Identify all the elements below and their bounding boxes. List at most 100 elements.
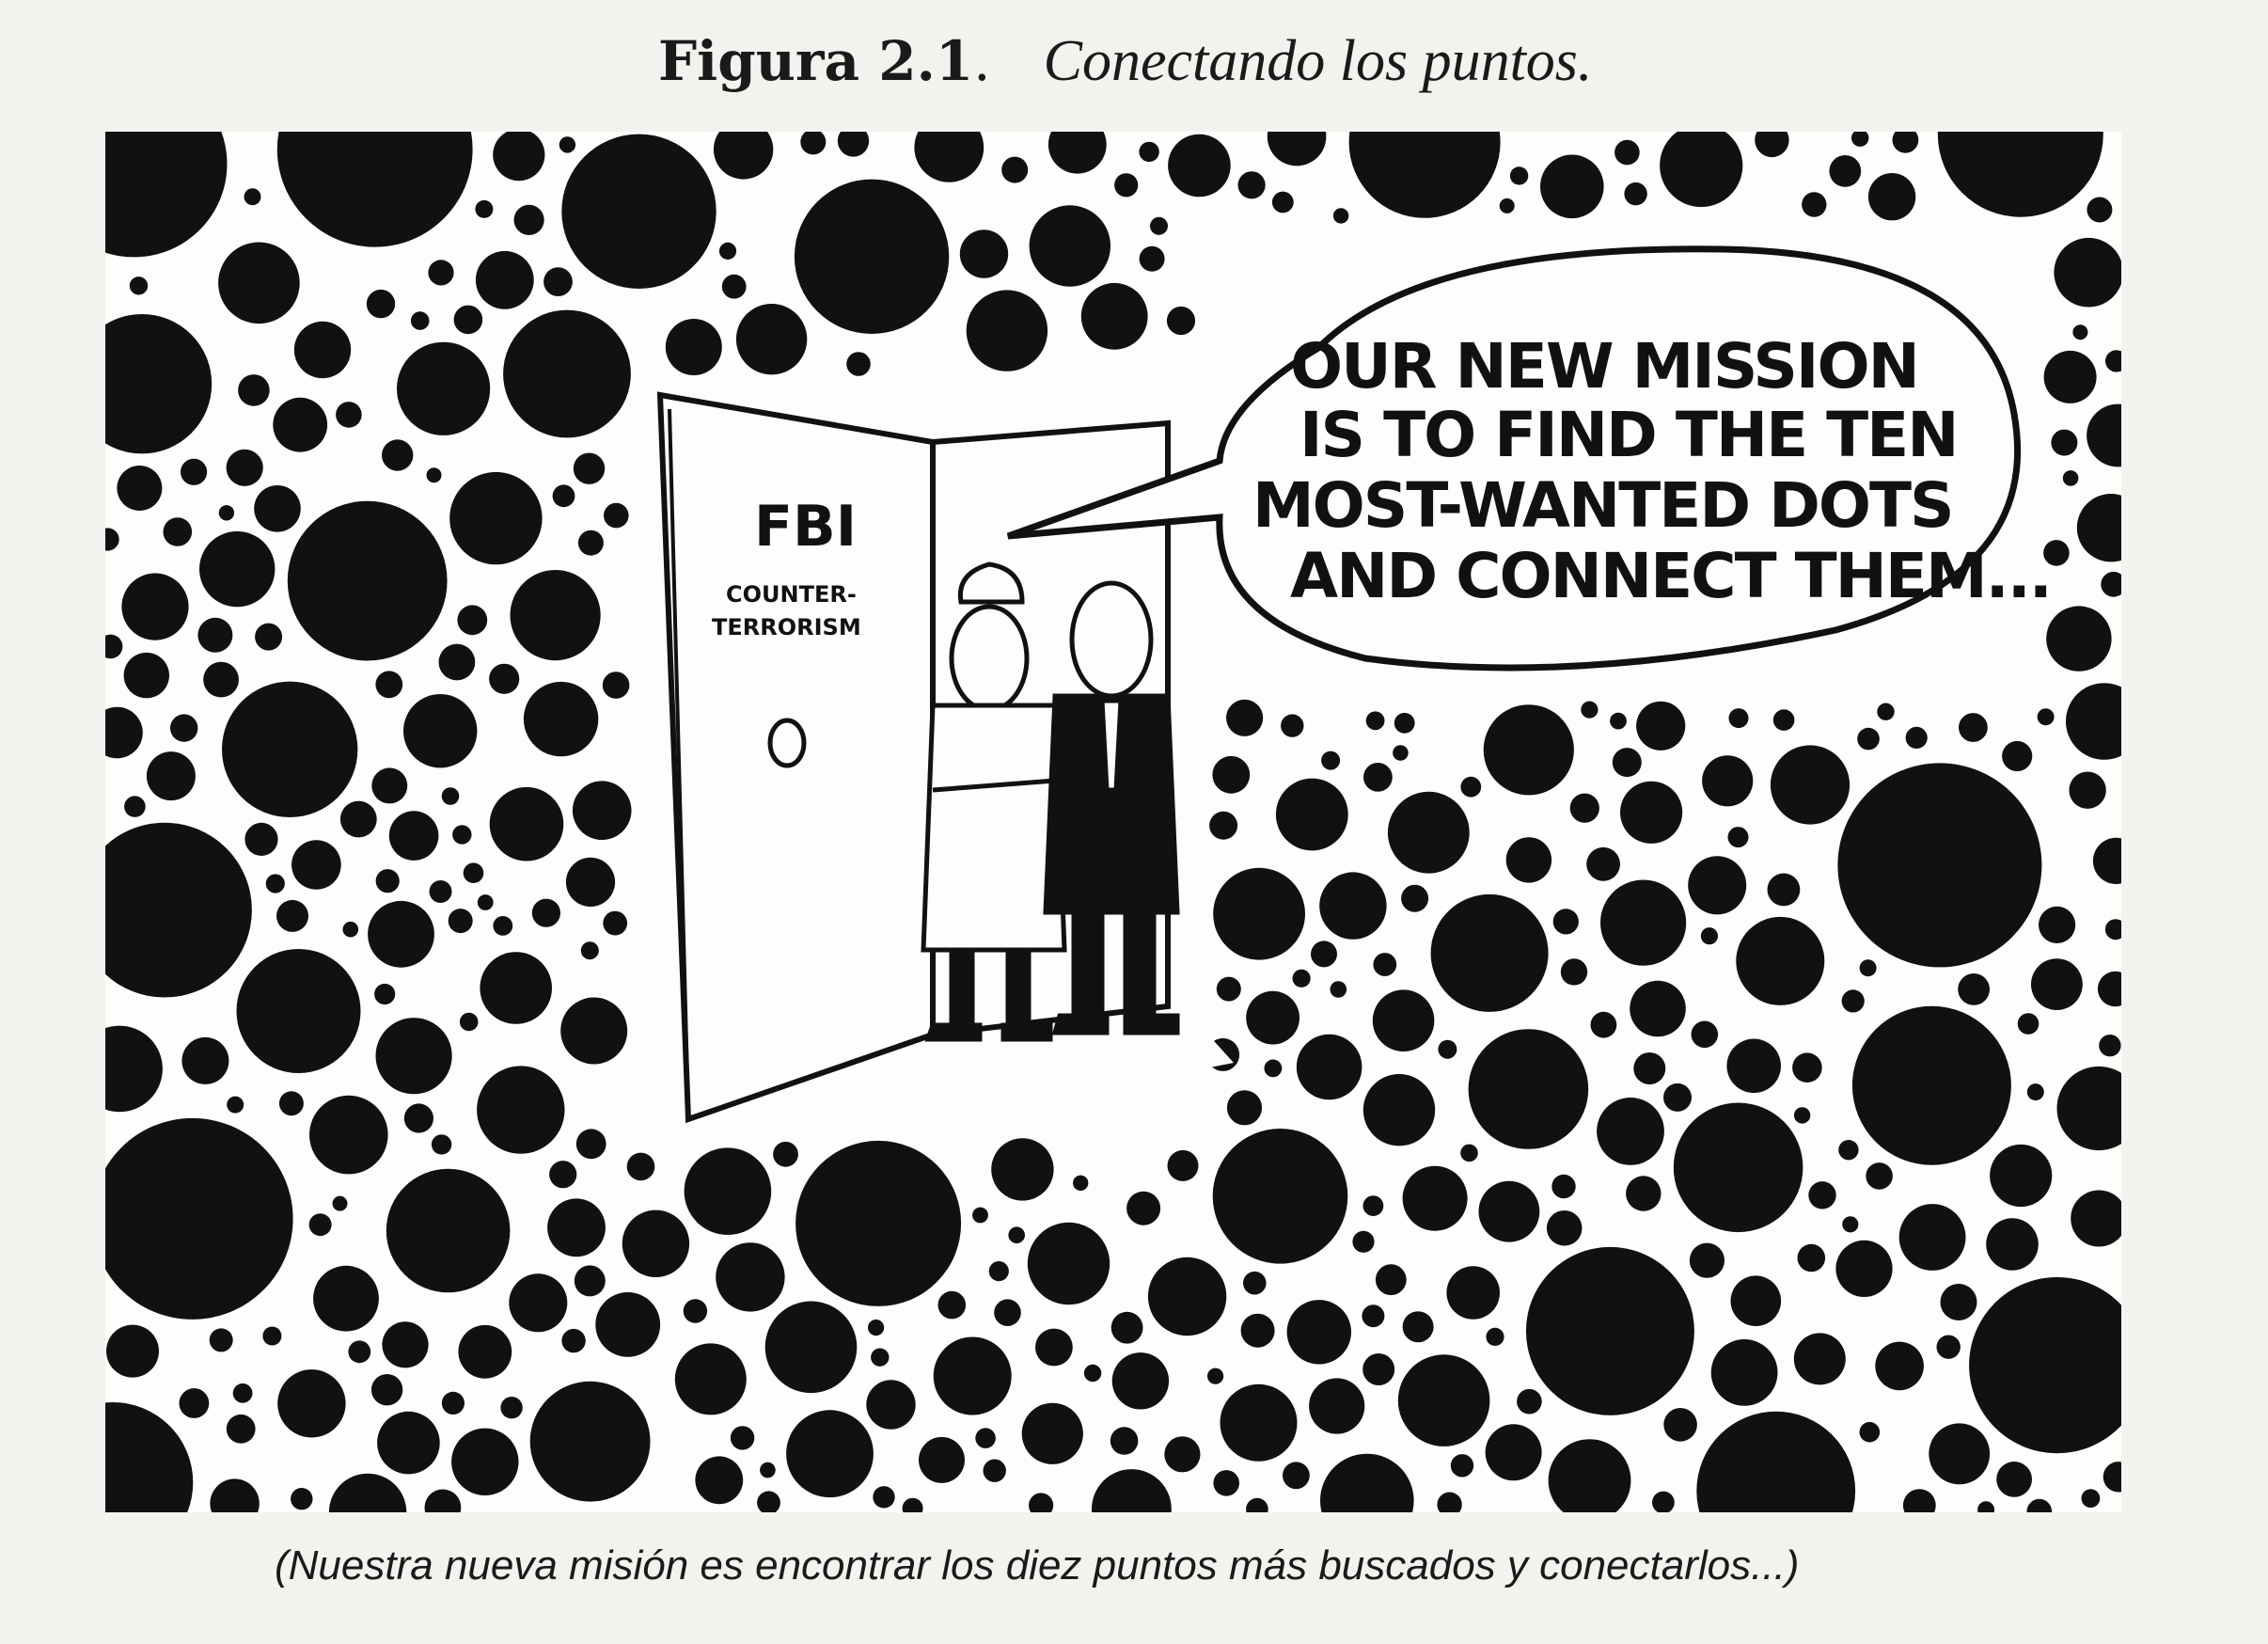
dot — [1792, 1052, 1822, 1083]
dot — [500, 1397, 523, 1419]
dot — [1958, 973, 1990, 1005]
dot — [244, 822, 278, 857]
dot — [1597, 1098, 1664, 1165]
agent-shoe-right — [1000, 1022, 1053, 1042]
dot — [170, 714, 198, 742]
dot — [489, 663, 520, 694]
dot — [795, 1140, 962, 1306]
dot — [453, 305, 483, 335]
dot — [1226, 699, 1264, 736]
agent-leg-left — [949, 947, 975, 1028]
dot — [1560, 958, 1588, 986]
dot — [1246, 1497, 1268, 1512]
dot — [559, 136, 576, 153]
dot — [1700, 927, 1718, 945]
dot — [1110, 1427, 1139, 1455]
dot — [1243, 1271, 1267, 1295]
dot — [1402, 1165, 1468, 1231]
dot — [210, 1478, 260, 1512]
dot — [1730, 1275, 1782, 1326]
dot — [577, 530, 604, 556]
dot — [203, 661, 239, 698]
dot — [262, 1326, 282, 1346]
speech-bubble: OUR NEW MISSION IS TO FIND THE TEN MOST-… — [1006, 245, 2053, 672]
speech-line4: AND CONNECT THEM... — [1290, 540, 2051, 612]
dot — [531, 898, 560, 927]
dot — [1614, 139, 1640, 166]
dot — [1397, 1354, 1490, 1446]
dot — [458, 1324, 512, 1379]
dot — [716, 1242, 785, 1312]
dot — [902, 1497, 923, 1512]
figure-title: Conectando los puntos. — [1043, 29, 1593, 93]
dot — [561, 134, 717, 289]
dot — [1772, 709, 1795, 731]
dot — [424, 1489, 462, 1512]
dot — [1755, 132, 1789, 158]
dot — [1483, 704, 1574, 796]
dot — [382, 439, 414, 471]
dot — [2062, 470, 2079, 486]
chief-suit-figure — [1043, 580, 1180, 1035]
dot — [1001, 156, 1029, 183]
dot — [1375, 1264, 1407, 1296]
dot — [846, 352, 871, 376]
dot — [428, 260, 454, 286]
dot — [475, 199, 494, 218]
dot — [1905, 726, 1928, 750]
dot — [1275, 778, 1348, 851]
dot — [2087, 197, 2113, 223]
chief-shoe-right — [1123, 1013, 1180, 1035]
characters — [921, 561, 1180, 1042]
dot — [375, 869, 400, 893]
dot — [368, 900, 434, 968]
dot — [1092, 1469, 1172, 1512]
dot — [1111, 1352, 1170, 1410]
dot — [222, 681, 358, 817]
dot — [2043, 540, 2070, 566]
dot — [1652, 1491, 1675, 1512]
dot — [244, 188, 261, 206]
dot — [1898, 1204, 1966, 1271]
dot — [1509, 166, 1529, 185]
dot — [1630, 980, 1686, 1037]
dot — [873, 1486, 895, 1509]
dot — [1499, 198, 1515, 213]
dot — [983, 1459, 1006, 1482]
dot — [572, 781, 632, 840]
dot — [255, 623, 283, 651]
dot — [1569, 793, 1599, 823]
dot — [1209, 811, 1238, 840]
dot — [604, 502, 629, 529]
dot — [575, 1129, 606, 1160]
dot — [549, 1161, 577, 1189]
dot — [1969, 1277, 2121, 1454]
dot — [1365, 711, 1385, 731]
dot — [1166, 306, 1196, 336]
dot — [375, 1018, 452, 1095]
figure-caption: Figura 2.1. Conectando los puntos. — [658, 28, 1592, 95]
dot — [866, 1380, 916, 1430]
door-edge — [668, 408, 690, 1115]
dot — [1352, 1230, 1375, 1253]
dot — [328, 1473, 407, 1512]
dot — [1610, 712, 1627, 730]
dot — [227, 1096, 244, 1114]
chief-head — [1069, 580, 1154, 699]
dot — [1691, 1020, 1719, 1049]
dot — [374, 983, 396, 1005]
dot — [573, 452, 606, 484]
dot — [994, 1299, 1021, 1326]
dot — [438, 643, 476, 681]
dot — [760, 1462, 776, 1478]
dot — [1859, 959, 1877, 977]
dot — [1460, 776, 1482, 798]
dot — [1837, 763, 2042, 968]
dot — [2026, 1498, 2053, 1512]
door-sign-fbi: FBI — [754, 494, 857, 560]
dot — [2056, 1066, 2121, 1151]
dot — [2103, 1462, 2121, 1493]
dot — [1073, 1175, 1089, 1192]
dot — [602, 672, 630, 699]
dot — [117, 466, 163, 511]
